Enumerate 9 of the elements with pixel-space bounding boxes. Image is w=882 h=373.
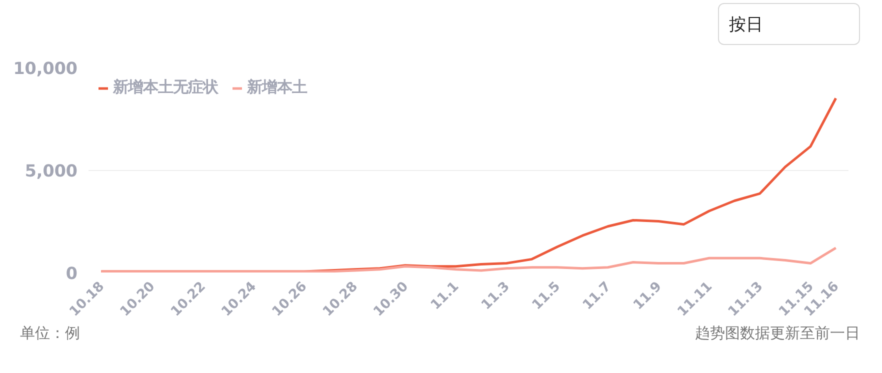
text: 趋势图数据更新至前一日 (695, 323, 860, 344)
line-series (100, 246, 838, 272)
legend-label: 新增本土无症状 (113, 77, 218, 98)
y-tick-label: 5,000 (24, 162, 78, 180)
text: 单位：例 (20, 323, 80, 344)
legend-label: 新增本土 (247, 77, 307, 98)
y-tick-label: 0 (66, 264, 78, 283)
text: 按日 (729, 14, 763, 37)
y-tick-label: 10,000 (13, 59, 78, 78)
